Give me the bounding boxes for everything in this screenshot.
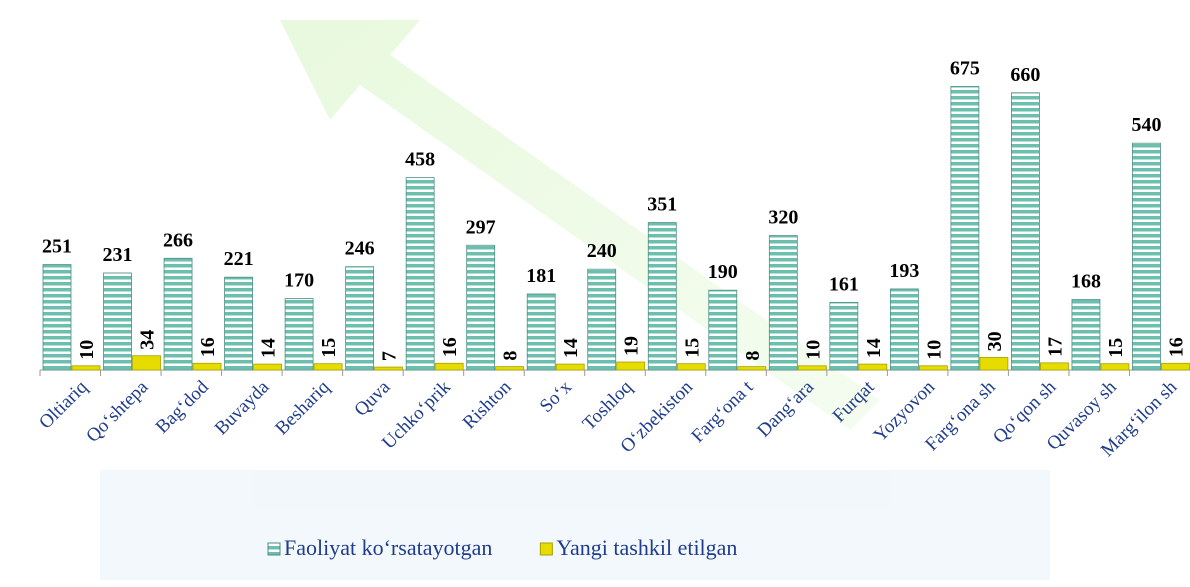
bar: [42, 264, 72, 371]
value-label: 15: [318, 338, 340, 358]
x-tick-label: Rishton: [459, 376, 516, 433]
value-label: 540: [1131, 114, 1161, 136]
bar: [1100, 363, 1130, 371]
value-label: 251: [42, 236, 72, 258]
x-tick-label: Farg‘ona t: [687, 376, 758, 447]
legend-swatch: [267, 542, 281, 556]
bar: [434, 362, 464, 371]
bar: [979, 356, 1009, 371]
value-label: 190: [708, 261, 738, 283]
x-tick-label: Bag‘dod: [152, 376, 213, 437]
value-label: 15: [681, 338, 703, 358]
value-label: 351: [647, 194, 677, 216]
value-label: 297: [466, 216, 496, 238]
bar: [253, 363, 282, 371]
legend-label: Faoliyat ko‘rsatayotgan: [284, 535, 492, 560]
bar: [768, 235, 798, 371]
bar: [192, 362, 222, 371]
value-label: 266: [163, 229, 193, 251]
value-label: 660: [1010, 64, 1040, 86]
bar: [889, 288, 919, 371]
bar: [616, 361, 646, 371]
bar: [587, 268, 617, 371]
bar: [1132, 142, 1161, 371]
value-label: 14: [863, 338, 885, 358]
bar: [647, 222, 677, 371]
bar: [224, 276, 253, 371]
x-tick-label: Oltiariq: [35, 376, 92, 433]
value-label: 7: [379, 351, 401, 361]
bar: [374, 366, 404, 371]
value-label: 320: [768, 207, 798, 229]
x-tick-label: Buvayda: [211, 376, 274, 439]
x-tick-label: Dang‘ara: [753, 376, 818, 441]
bar: [918, 365, 948, 371]
bar: [829, 301, 859, 371]
bar: [405, 177, 435, 371]
x-tick-label: So‘x: [536, 376, 577, 417]
bar: [1040, 362, 1069, 371]
value-label: 16: [197, 337, 219, 357]
bar: [676, 363, 706, 371]
value-label: 10: [923, 340, 945, 360]
bar: [737, 366, 767, 371]
value-label: 34: [137, 330, 159, 350]
legend-swatch: [539, 542, 553, 556]
bar: [1071, 299, 1101, 371]
value-label: 458: [405, 149, 435, 171]
x-tick-label: Quva: [350, 376, 394, 420]
value-label: 8: [500, 351, 522, 361]
value-label: 10: [802, 340, 824, 360]
value-label: 16: [1165, 337, 1187, 357]
value-label: 168: [1071, 270, 1101, 292]
bar: [132, 355, 161, 371]
bar: [950, 86, 980, 371]
value-label: 10: [76, 340, 98, 360]
bar: [555, 363, 585, 371]
value-label: 675: [950, 58, 980, 80]
bar: [163, 257, 193, 371]
bar: [345, 266, 375, 371]
x-tick-label: Qo‘shtepa: [82, 376, 152, 446]
bar: [71, 365, 101, 371]
value-label: 240: [587, 240, 617, 262]
value-label: 161: [829, 273, 859, 295]
value-label: 170: [284, 270, 314, 292]
bar: [797, 365, 827, 371]
value-label: 221: [224, 248, 254, 270]
bar: [284, 298, 314, 371]
bar: [858, 363, 888, 371]
legend-label: Yangi tashkil etilgan: [556, 535, 737, 560]
value-label: 193: [889, 260, 919, 282]
bar: [466, 244, 496, 371]
value-label: 181: [526, 265, 556, 287]
value-label: 30: [984, 331, 1006, 351]
value-label: 19: [621, 336, 643, 356]
value-label: 14: [560, 338, 582, 358]
value-label: 231: [103, 244, 133, 266]
value-label: 246: [345, 238, 375, 260]
bar: [1011, 92, 1040, 371]
x-tick-label: Beshariq: [271, 376, 334, 439]
bar: [526, 293, 556, 371]
value-label: 15: [1105, 338, 1127, 358]
bar: [708, 289, 738, 371]
bar: [103, 272, 132, 371]
bar: [495, 366, 525, 371]
value-label: 17: [1044, 337, 1066, 357]
bar: [1161, 362, 1190, 371]
x-tick-label: Toshloq: [579, 376, 637, 434]
value-label: 14: [258, 338, 280, 358]
bar: [313, 363, 343, 371]
value-label: 8: [742, 351, 764, 361]
value-label: 16: [439, 337, 461, 357]
